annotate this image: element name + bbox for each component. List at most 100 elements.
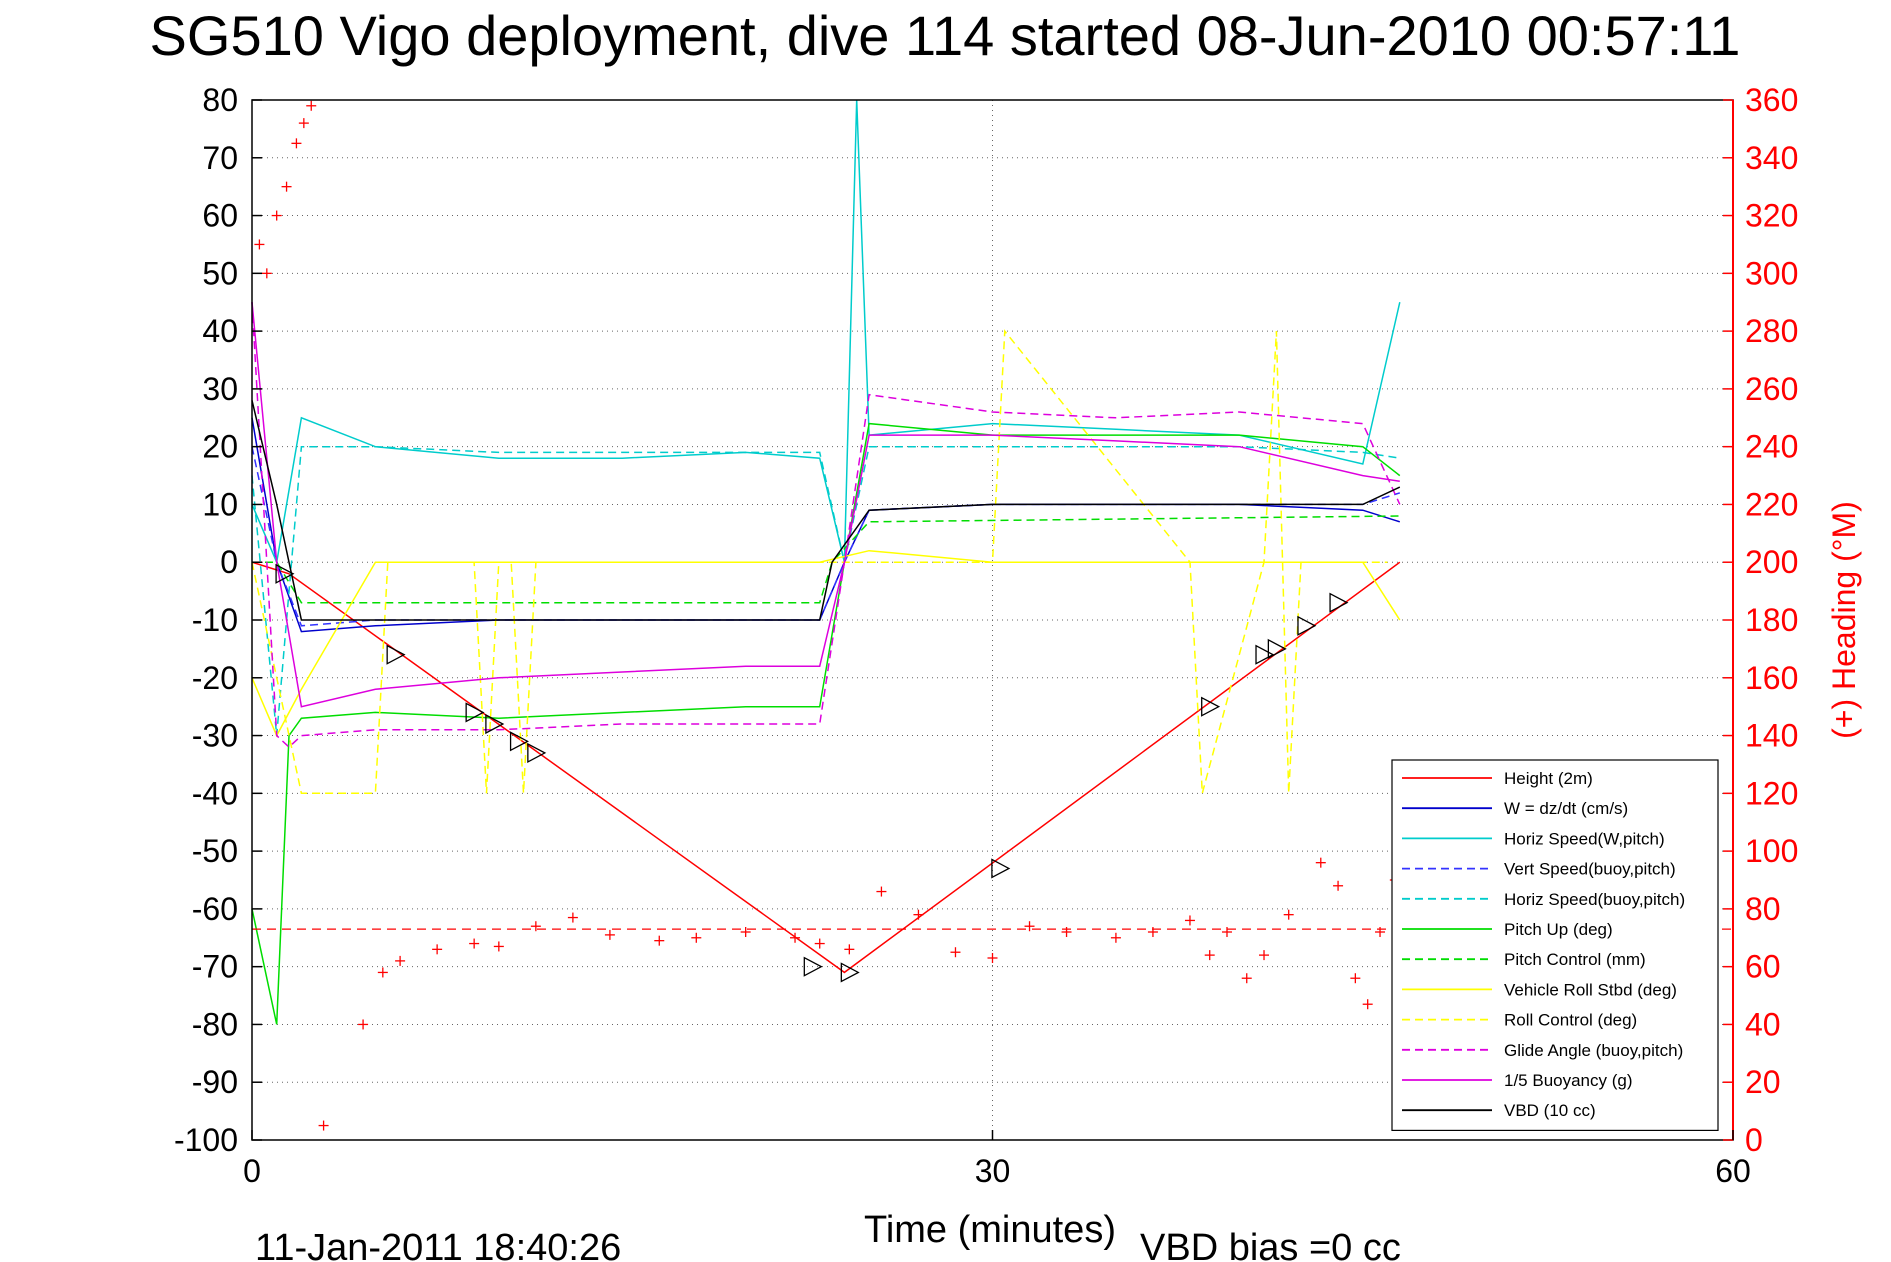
heading-point [691, 932, 702, 943]
heading-point [740, 927, 751, 937]
right-tick-label: 320 [1745, 198, 1798, 234]
right-y-axis: 3603403203002802602402202001801601401201… [1723, 82, 1798, 1158]
triangle-marker [527, 742, 547, 763]
legend-box [1391, 759, 1719, 1131]
heading-point [493, 941, 504, 952]
series-line [251, 329, 1388, 795]
heading-point [358, 1019, 369, 1030]
series-line [251, 422, 1401, 1025]
heading-point [950, 947, 961, 958]
triangle-marker [840, 962, 860, 983]
heading-point [469, 938, 480, 949]
triangle-markers [275, 563, 1349, 983]
right-tick-label: 220 [1745, 486, 1798, 522]
right-tick-label: 20 [1745, 1064, 1781, 1100]
left-tick-label: -30 [192, 718, 238, 754]
left-tick-label: -50 [192, 833, 238, 869]
triangle-marker [991, 858, 1011, 879]
legend-entry: Horiz Speed(W,pitch) [1504, 829, 1665, 848]
series-line [251, 302, 1401, 749]
right-tick-label: 40 [1745, 1006, 1781, 1042]
legend: Height (2m) W = dz/dt (cm/s) Horiz Speed(W… [1391, 759, 1719, 1131]
heading-point [604, 929, 615, 940]
heading-point [567, 912, 578, 923]
left-tick-label: -10 [192, 602, 238, 638]
heading-point [530, 921, 541, 932]
right-tick-label: 100 [1745, 833, 1798, 869]
right-tick-label: 80 [1745, 891, 1781, 927]
heading-point [1350, 973, 1361, 984]
right-tick-label: 200 [1745, 544, 1798, 580]
heading-point [1241, 973, 1252, 984]
triangle-marker [465, 702, 485, 723]
heading-point [654, 935, 665, 946]
left-tick-label: 40 [202, 313, 238, 349]
heading-point [395, 955, 406, 966]
heading-point [790, 932, 801, 943]
right-axis-label: (+) Heading (°M) [1826, 501, 1862, 739]
right-tick-label: 280 [1745, 313, 1798, 349]
left-tick-label: 70 [202, 140, 238, 176]
left-tick-label: 20 [202, 429, 238, 465]
series-lines [251, 99, 1401, 1025]
heading-point [1315, 857, 1326, 868]
right-tick-label: 360 [1745, 82, 1798, 118]
legend-entry: Pitch Control (mm) [1504, 950, 1646, 969]
heading-point [1061, 927, 1072, 937]
heading-point [876, 886, 887, 897]
left-tick-label: -80 [192, 1006, 238, 1042]
heading-point [1204, 950, 1215, 961]
legend-entry: Vehicle Roll Stbd (deg) [1504, 980, 1677, 999]
x-tick-label: 30 [975, 1153, 1011, 1189]
legend-entry: 1/5 Buoyancy (g) [1504, 1071, 1633, 1090]
heading-point [1024, 921, 1035, 932]
right-tick-label: 60 [1745, 949, 1781, 985]
legend-entry: W = dz/dt (cm/s) [1504, 799, 1628, 818]
triangle-marker [1255, 644, 1275, 665]
left-y-axis: 80 70 60 50 40 30 20 10 0 -10 -20 -30 -40 -50 -60 -70 -8… [174, 82, 262, 1158]
left-tick-label: -20 [192, 660, 238, 696]
heading-point [254, 239, 265, 250]
legend-entry: Pitch Up (deg) [1504, 920, 1613, 939]
heading-point [1362, 999, 1373, 1010]
right-tick-label: 180 [1745, 602, 1798, 638]
series-line [251, 446, 1401, 627]
heading-point [281, 181, 292, 192]
heading-point [1110, 932, 1121, 943]
triangle-marker [1201, 696, 1221, 717]
heading-point [814, 938, 825, 949]
heading-point [298, 118, 309, 129]
left-tick-label: 30 [202, 371, 238, 407]
footer-date: 11-Jan-2011 18:40:26 [255, 1227, 621, 1262]
series-line [251, 99, 1401, 565]
right-tick-label: 140 [1745, 718, 1798, 754]
heading-point [306, 100, 317, 111]
right-tick-label: 340 [1745, 140, 1798, 176]
right-tick-label: 260 [1745, 371, 1798, 407]
heading-point [271, 210, 282, 221]
chart-title: SG510 Vigo deployment, dive 114 started … [150, 4, 1741, 67]
triangle-marker [386, 644, 406, 665]
legend-entry: Horiz Speed(buoy,pitch) [1504, 890, 1685, 909]
right-tick-label: 0 [1745, 1122, 1763, 1158]
heading-point [1221, 927, 1232, 937]
heading-point [318, 1120, 329, 1131]
heading-point [1147, 927, 1158, 937]
heading-point [261, 268, 272, 279]
heading-point [432, 944, 443, 955]
left-tick-label: 10 [202, 486, 238, 522]
legend-entry: VBD (10 cc) [1504, 1101, 1596, 1120]
heading-point [1259, 950, 1270, 961]
x-tick-label: 60 [1715, 1153, 1751, 1189]
triangle-marker [1329, 592, 1349, 613]
footer-vbd: VBD bias =0 cc [1140, 1227, 1401, 1262]
legend-entry: Glide Angle (buoy,pitch) [1504, 1041, 1683, 1060]
series-line [251, 417, 1401, 633]
left-tick-label: 60 [202, 198, 238, 234]
left-tick-label: -90 [192, 1064, 238, 1100]
triangle-marker [485, 713, 505, 735]
left-tick-label: -40 [192, 775, 238, 811]
triangle-marker [275, 563, 295, 584]
x-tick-label: 0 [243, 1153, 261, 1189]
heading-point [1375, 927, 1386, 937]
